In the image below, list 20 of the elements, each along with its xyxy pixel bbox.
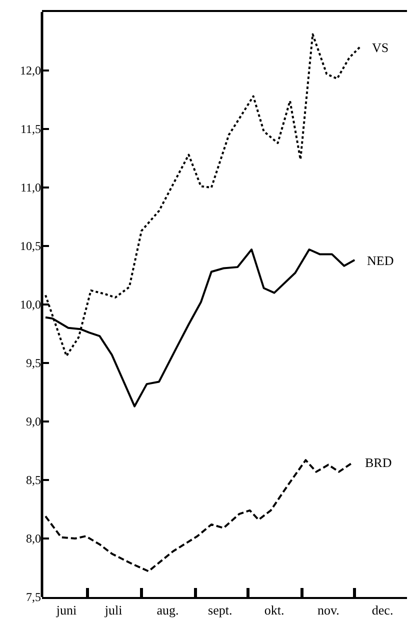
- x-tick-label: juli: [104, 602, 123, 618]
- y-tick-label: 9,5: [26, 356, 41, 370]
- y-tick-label: 11,5: [20, 122, 41, 136]
- x-tick-label: aug.: [156, 602, 179, 618]
- y-tick-label: 9,0: [26, 414, 41, 429]
- y-tick-label: 10,5: [20, 239, 41, 254]
- x-tick-label: juni: [55, 602, 77, 618]
- x-tick-label: nov.: [317, 602, 340, 618]
- series-label: BRD: [365, 455, 392, 470]
- x-tick-label: sept.: [208, 602, 232, 618]
- series-label: NED: [367, 253, 394, 268]
- series-label: VS: [372, 40, 389, 55]
- x-tick-label: dec.: [372, 602, 394, 618]
- y-tick-label: 7,5: [26, 590, 41, 604]
- y-tick-label: 8,5: [26, 473, 41, 488]
- y-tick-label: 10,0: [20, 298, 41, 312]
- y-tick-label: 11,0: [20, 180, 41, 195]
- y-tick-label: 12,0: [20, 64, 41, 78]
- y-tick-label: 8,0: [26, 532, 41, 546]
- x-tick-label: okt.: [264, 602, 284, 618]
